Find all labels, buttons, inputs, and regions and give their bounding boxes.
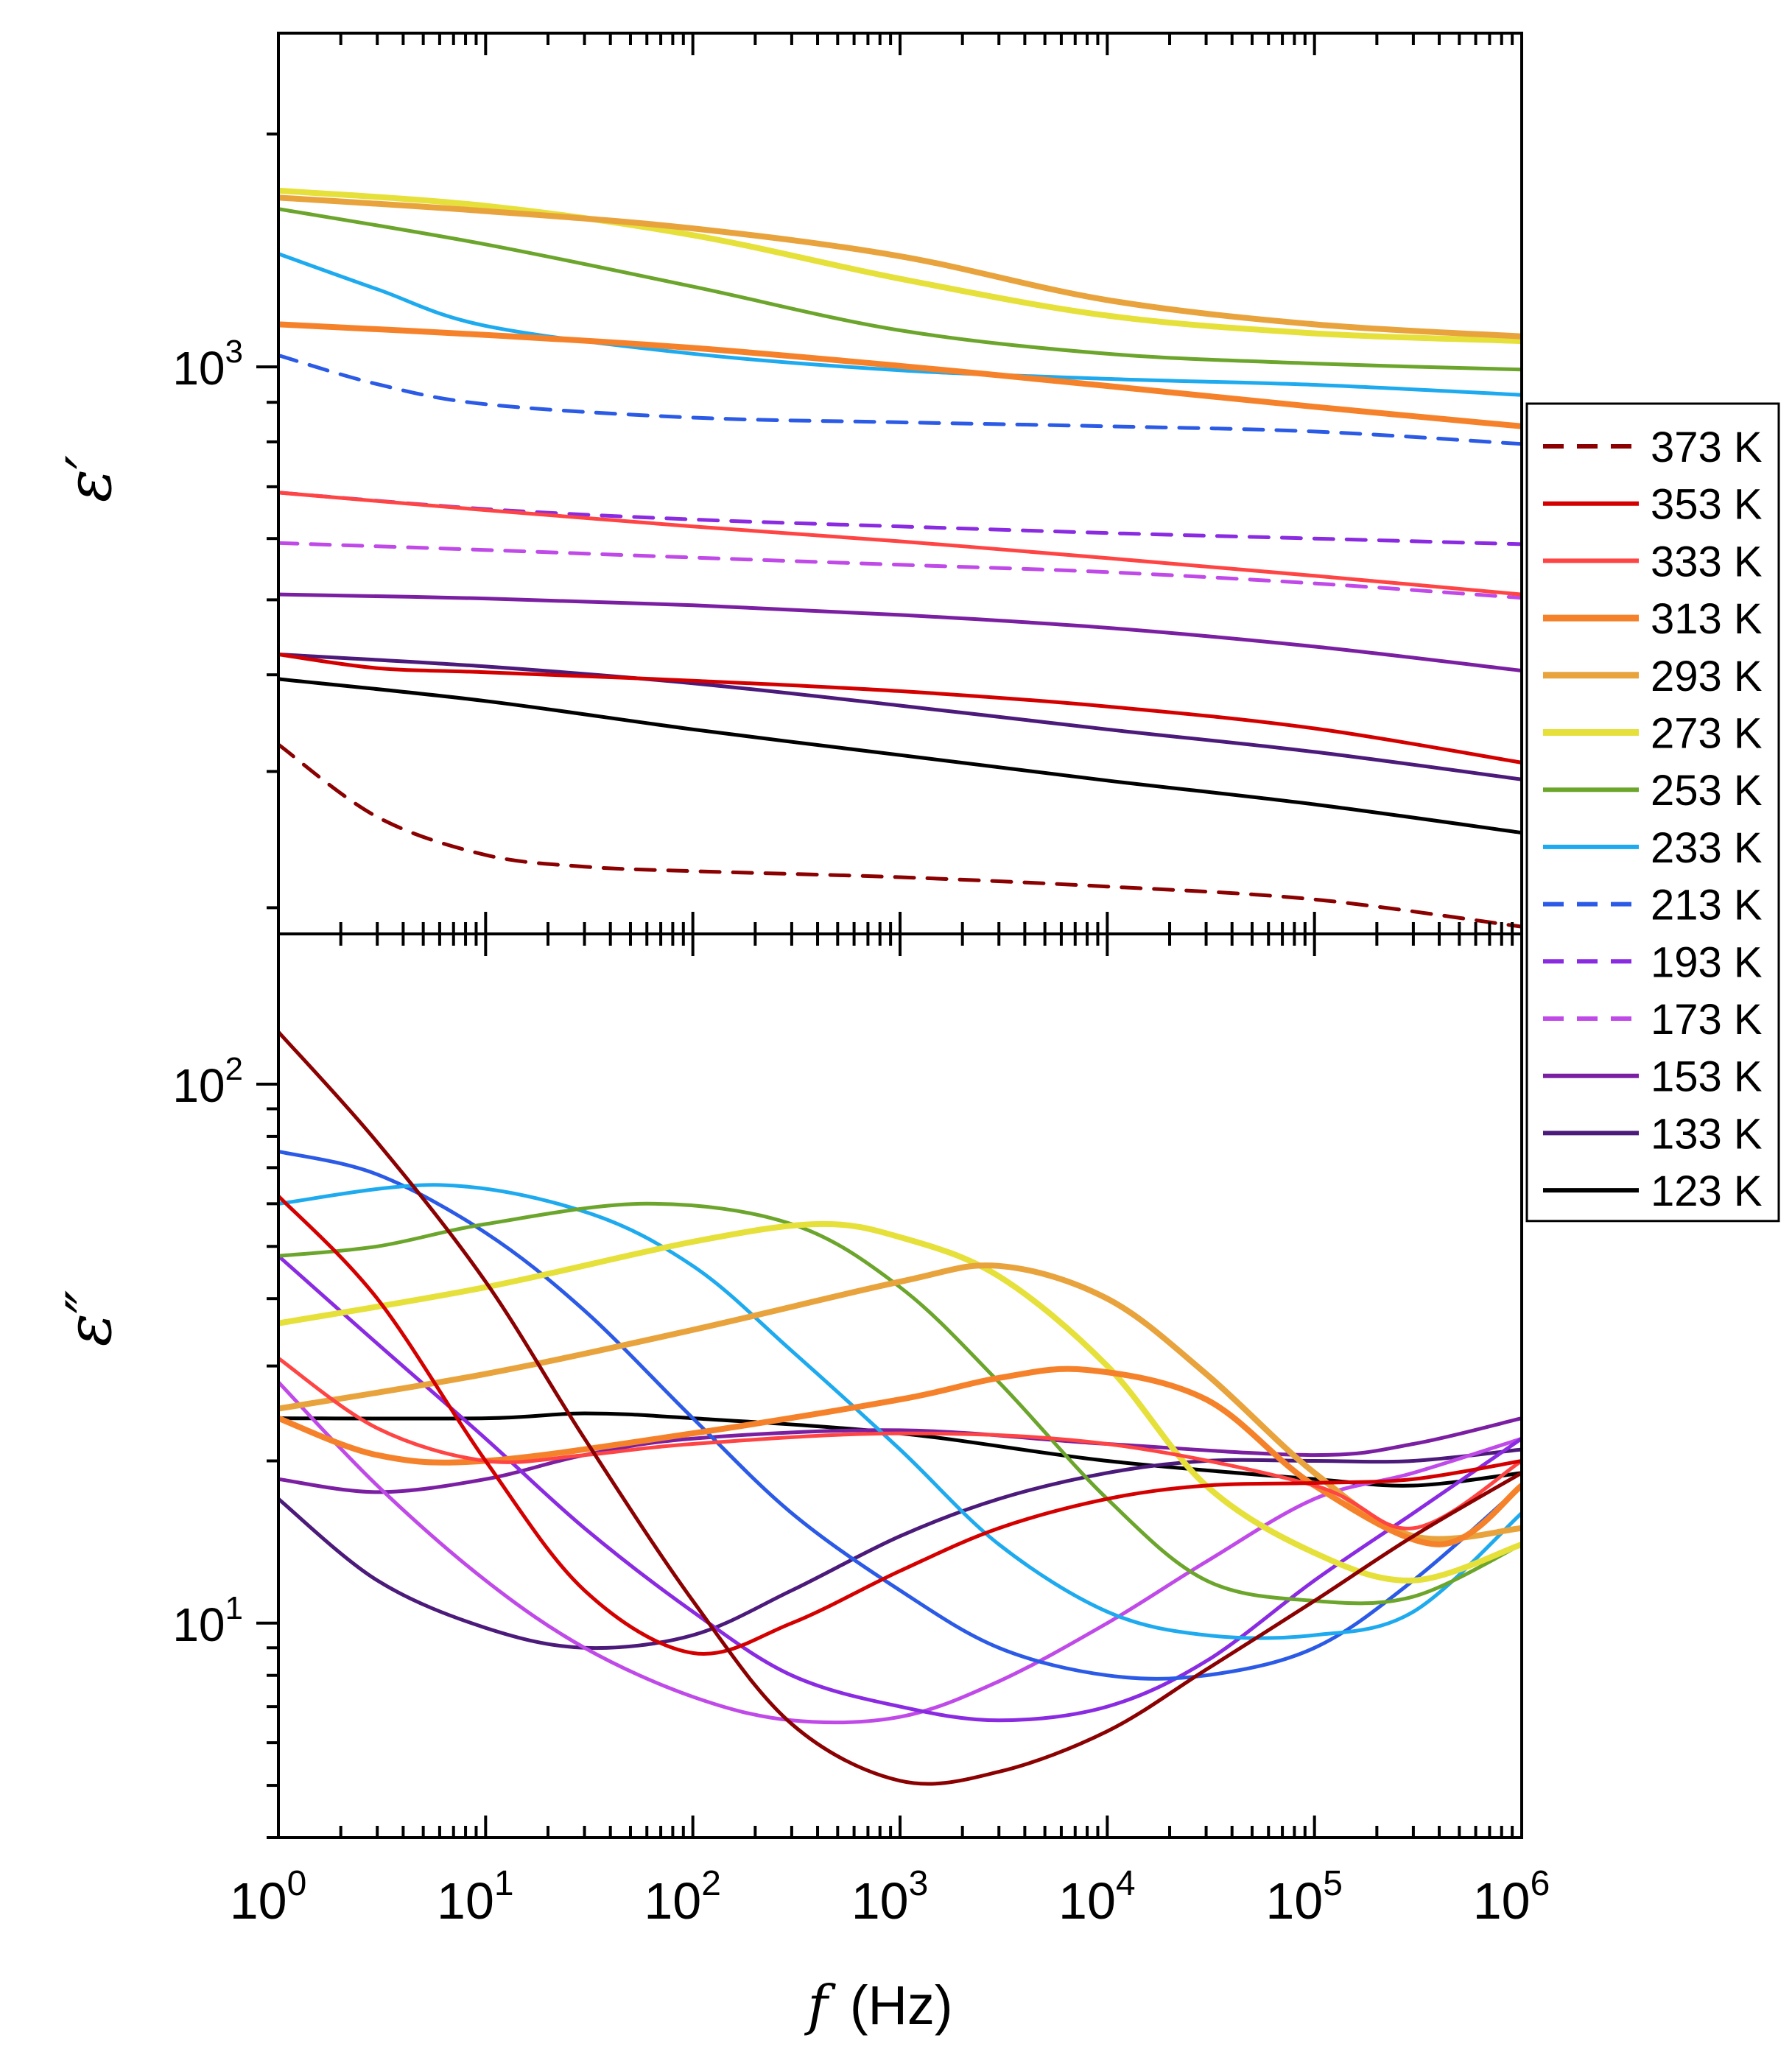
series-line-bottom-253k [278, 1201, 1522, 1606]
series-line-top-233k [278, 252, 1522, 397]
x-tick-label: 103 [851, 1864, 929, 1930]
legend-label: 153 K [1651, 1053, 1763, 1101]
series-line-bottom-313k [278, 1366, 1522, 1547]
x-tick-label: 100 [230, 1864, 307, 1930]
x-axis-title: f (Hz) [804, 1974, 952, 2037]
x-tick-label: 104 [1058, 1864, 1136, 1930]
legend-label: 133 K [1651, 1110, 1763, 1158]
legend-label: 293 K [1651, 653, 1763, 700]
epsilon-prime-axes: 103 [172, 32, 1523, 935]
series-line-bottom-333k [278, 1356, 1522, 1530]
series-line-bottom-373k [278, 1030, 1522, 1786]
series-line-bottom-273k [278, 1220, 1522, 1584]
series-line-bottom-153k [278, 1416, 1522, 1494]
epsilon-double-prime-axes: 102 101 [172, 932, 1523, 1839]
legend-label: 123 K [1651, 1167, 1763, 1215]
y-axis-title-top: ε′ [53, 455, 125, 502]
legend-label: 193 K [1651, 938, 1763, 986]
legend: 373 K 353 K 333 K 313 K 293 K 273 K 253 K 233 K… [1525, 402, 1780, 1223]
y-tick-label-bottom: 101 [172, 1590, 243, 1651]
legend-label: 253 K [1651, 767, 1763, 815]
legend-box [1525, 402, 1780, 1223]
series-line-bottom-173k [278, 1380, 1522, 1725]
legend-label: 273 K [1651, 710, 1763, 758]
x-axis-symbol: f [804, 1974, 836, 2037]
legend-label: 213 K [1651, 882, 1763, 929]
epsilon-prime-curves [278, 187, 1522, 929]
series-line-top-193k [278, 491, 1522, 546]
y-axis-title-bottom: ε″ [53, 1290, 125, 1346]
series-line-top-273k [278, 187, 1522, 344]
series-line-top-153k [278, 592, 1522, 672]
x-tick-label: 101 [437, 1864, 514, 1930]
x-tick-label: 105 [1265, 1864, 1343, 1930]
series-line-bottom-193k [278, 1254, 1522, 1723]
y-tick-label-bottom: 102 [172, 1051, 243, 1112]
series-line-top-333k [278, 491, 1522, 597]
legend-label: 373 K [1651, 423, 1763, 471]
epsilon-prime-panel: 103 [172, 32, 1523, 935]
epsilon-double-prime-curves [278, 1030, 1522, 1786]
series-line-top-213k [278, 354, 1522, 446]
x-tick-label: 106 [1473, 1864, 1550, 1930]
x-tick-label: 102 [644, 1864, 721, 1930]
legend-label: 353 K [1651, 481, 1763, 529]
series-line-top-293k [278, 194, 1522, 340]
series-line-bottom-213k [278, 1149, 1522, 1681]
series-line-top-353k [278, 653, 1522, 765]
plot-frame-bottom [277, 932, 1523, 1839]
series-line-top-313k [278, 321, 1522, 429]
series-line-top-253k [278, 207, 1522, 372]
plot-frame-top [277, 32, 1523, 935]
series-line-bottom-133k [278, 1447, 1522, 1651]
series-line-top-123k [278, 677, 1522, 835]
series-line-top-133k [278, 653, 1522, 781]
x-axis-unit: (Hz) [850, 1975, 953, 2036]
series-line-top-173k [278, 541, 1522, 600]
epsilon-double-prime-panel: 102 101 [172, 932, 1523, 1839]
series-line-bottom-353k [278, 1194, 1522, 1656]
series-line-bottom-233k [278, 1183, 1522, 1640]
legend-label: 233 K [1651, 824, 1763, 872]
y-tick-label-top: 103 [172, 334, 243, 395]
legend-label: 173 K [1651, 996, 1763, 1044]
x-axis-tick-labels: 100 101 102 103 104 105 106 [230, 1864, 1550, 1930]
legend-label: 333 K [1651, 538, 1763, 586]
series-line-top-373k [278, 742, 1522, 929]
legend-label: 313 K [1651, 595, 1763, 643]
